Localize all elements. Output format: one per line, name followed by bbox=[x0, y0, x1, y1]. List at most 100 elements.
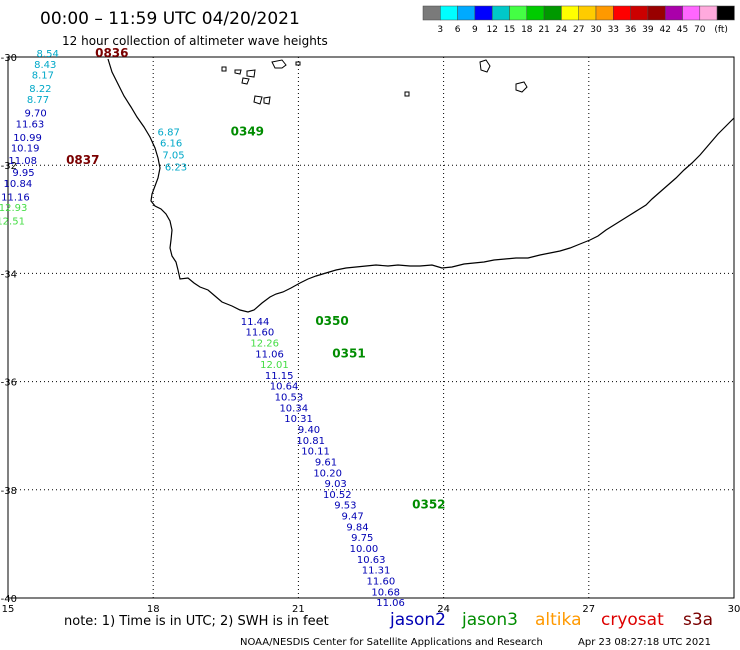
timestamp-text: Apr 23 08:27:18 UTC 2021 bbox=[578, 637, 711, 648]
wave-height-value: 8.43 bbox=[34, 60, 56, 71]
scale-label: 27 bbox=[573, 25, 584, 35]
pass-time-label: 0836 bbox=[95, 46, 128, 60]
scale-label: 30 bbox=[590, 25, 602, 35]
scale-swatch bbox=[491, 5, 510, 21]
wave-height-value: 7.05 bbox=[162, 151, 184, 162]
scale-label: (ft) bbox=[714, 25, 728, 35]
island-f bbox=[263, 96, 271, 105]
satellite-legend-item: cryosat bbox=[601, 610, 664, 630]
scale-swatch bbox=[422, 5, 441, 21]
scale-swatch bbox=[647, 5, 666, 21]
wave-height-value: 9.40 bbox=[298, 425, 320, 436]
island-g bbox=[271, 59, 287, 69]
y-tick-label: -40 bbox=[1, 594, 17, 605]
wave-height-value: 9.84 bbox=[346, 522, 368, 533]
pass-time-label: 0349 bbox=[231, 124, 264, 138]
island-k bbox=[404, 91, 410, 97]
scale-label: 6 bbox=[455, 25, 461, 35]
y-tick-label: -32 bbox=[1, 161, 17, 172]
x-tick-label: 27 bbox=[582, 604, 595, 615]
credit-text: NOAA/NESDIS Center for Satellite Applica… bbox=[240, 637, 543, 648]
x-tick-label: 24 bbox=[437, 604, 450, 615]
wave-height-value: 6.23 bbox=[165, 163, 187, 174]
wave-height-value: 11.63 bbox=[16, 119, 45, 130]
scale-label: 12 bbox=[486, 25, 497, 35]
scale-swatch bbox=[716, 5, 735, 21]
scale-label: 45 bbox=[677, 25, 688, 35]
x-tick-label: 15 bbox=[2, 604, 15, 615]
graticule bbox=[8, 57, 734, 598]
coast-line bbox=[107, 58, 735, 313]
scale-label: 15 bbox=[504, 25, 515, 35]
wave-height-value: 9.61 bbox=[315, 457, 337, 468]
wave-height-value: 10.63 bbox=[357, 555, 386, 566]
scale-label: 33 bbox=[608, 25, 619, 35]
wave-height-value: 11.60 bbox=[246, 328, 275, 339]
scale-label: 36 bbox=[625, 25, 637, 35]
scale-label: 70 bbox=[694, 25, 706, 35]
pass-time-label: 0351 bbox=[332, 346, 365, 360]
x-axis-ticks: 15 18 21 24 27 30 bbox=[2, 604, 740, 615]
wave-height-value: 10.11 bbox=[301, 447, 330, 458]
y-tick-label: -30 bbox=[1, 53, 17, 64]
scale-swatch bbox=[509, 5, 528, 21]
wave-height-value: 6.16 bbox=[160, 138, 182, 149]
scale-swatch bbox=[613, 5, 631, 21]
wave-height-value: 10.68 bbox=[371, 587, 400, 598]
island-b bbox=[234, 69, 242, 75]
scale-label: 21 bbox=[538, 25, 549, 35]
scale-swatch bbox=[699, 5, 718, 21]
pass-time-label: 0352 bbox=[412, 498, 445, 512]
island-a bbox=[221, 66, 227, 72]
x-tick-label: 18 bbox=[147, 604, 160, 615]
wave-height-value: 10.64 bbox=[270, 382, 299, 393]
wave-height-value: 11.16 bbox=[1, 192, 30, 203]
island-e bbox=[253, 95, 263, 105]
satellite-legend: jason2 jason3 altika cryosat s3a bbox=[389, 610, 713, 630]
scale-swatch bbox=[526, 5, 545, 21]
wave-height-value: 8.17 bbox=[32, 71, 54, 82]
wave-height-value: 9.70 bbox=[24, 109, 46, 120]
wave-height-value: 10.31 bbox=[284, 414, 313, 425]
wave-height-value: 11.60 bbox=[367, 576, 396, 587]
satellite-legend-item: jason3 bbox=[461, 610, 518, 630]
wave-height-value: 10.84 bbox=[4, 179, 33, 190]
scale-swatch bbox=[561, 5, 579, 21]
x-tick-label: 21 bbox=[292, 604, 305, 615]
color-scale-legend: 3 6 9 12 15 18 21 24 27 30 33 36 39 42 45 70 (ft) bbox=[422, 5, 735, 35]
map-title: 00:00 – 11:59 UTC 04/20/2021 bbox=[40, 9, 300, 29]
wave-height-value: 9.95 bbox=[12, 168, 34, 179]
wave-height-value: 9.03 bbox=[325, 479, 347, 490]
island-i bbox=[479, 59, 491, 73]
scale-label: 3 bbox=[437, 25, 443, 35]
wave-height-value: 9.47 bbox=[341, 512, 363, 523]
wave-height-value: 12.51 bbox=[0, 217, 25, 228]
wave-height-value: 11.06 bbox=[255, 349, 284, 360]
wave-height-value: 8.54 bbox=[37, 49, 59, 60]
wave-height-value: 11.44 bbox=[241, 317, 270, 328]
scale-swatch bbox=[595, 5, 614, 21]
wave-height-value: 10.20 bbox=[313, 468, 342, 479]
coastline bbox=[107, 58, 735, 313]
scale-swatch bbox=[682, 5, 701, 21]
scale-swatch bbox=[543, 5, 562, 21]
y-tick-label: -36 bbox=[1, 378, 17, 389]
wave-height-value: 11.15 bbox=[265, 371, 294, 382]
satellite-legend-item: s3a bbox=[683, 610, 713, 630]
wave-height-value: 11.31 bbox=[362, 566, 391, 577]
scale-swatch bbox=[457, 5, 476, 21]
y-axis-ticks: -30 -32 -34 -36 -38 -40 bbox=[1, 53, 17, 605]
altimeter-tracks: 8.548.438.178.228.779.7011.6310.9910.191… bbox=[0, 46, 446, 609]
island-d bbox=[241, 77, 250, 85]
scale-swatch bbox=[630, 5, 649, 21]
island-j bbox=[515, 81, 528, 93]
footer-note: note: 1) Time is in UTC; 2) SWH is in fe… bbox=[64, 614, 329, 629]
wave-height-value: 12.93 bbox=[0, 203, 27, 214]
scale-label: 42 bbox=[659, 25, 670, 35]
island-c bbox=[246, 69, 256, 78]
island-h bbox=[295, 61, 301, 66]
wave-height-value: 12.01 bbox=[260, 360, 289, 371]
scale-swatch bbox=[664, 5, 683, 21]
wave-height-value: 10.34 bbox=[279, 403, 308, 414]
